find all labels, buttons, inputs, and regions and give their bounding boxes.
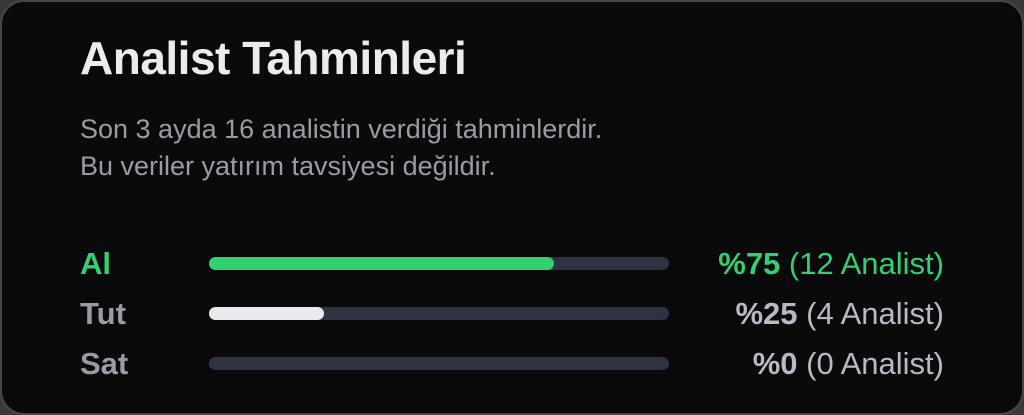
rating-value-buy: %75 (12 Analist) <box>669 248 944 279</box>
bar-track-hold <box>209 307 669 321</box>
rating-label-sell: Sat <box>80 346 129 382</box>
count-text-hold: (4 Analist) <box>806 296 944 332</box>
rating-label-buy: Al <box>80 246 111 282</box>
count-text-sell: (0 Analist) <box>806 346 944 382</box>
disclaimer-text: Son 3 ayda 16 analistin verdiği tahminle… <box>80 111 944 185</box>
bar-fill-buy <box>209 257 554 271</box>
percent-text-sell: %0 <box>752 346 798 382</box>
rating-value-hold: %25 (4 Analist) <box>669 298 944 329</box>
percent-text-buy: %75 <box>718 246 781 282</box>
percent-text-hold: %25 <box>735 296 798 332</box>
disclaimer-line-2: Bu veriler yatırım tavsiyesi değildir. <box>80 150 496 181</box>
count-text-buy: (12 Analist) <box>788 246 944 282</box>
bar-track-sell <box>209 357 669 371</box>
rating-row-sell: Sat %0 (0 Analist) <box>80 339 944 389</box>
rating-value-sell: %0 (0 Analist) <box>669 348 944 379</box>
bar-track-buy <box>209 257 669 271</box>
rating-row-buy: Al %75 (12 Analist) <box>80 239 944 289</box>
rating-label-hold: Tut <box>80 296 126 332</box>
bar-fill-hold <box>209 307 324 321</box>
page-title: Analist Tahminleri <box>80 32 467 84</box>
disclaimer-line-1: Son 3 ayda 16 analistin verdiği tahminle… <box>80 113 603 144</box>
ratings-bar-chart: Al %75 (12 Analist) Tut %25 (4 Analist) … <box>80 239 944 389</box>
rating-row-hold: Tut %25 (4 Analist) <box>80 289 944 339</box>
